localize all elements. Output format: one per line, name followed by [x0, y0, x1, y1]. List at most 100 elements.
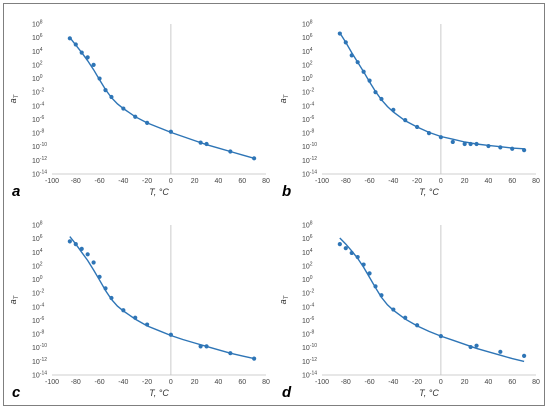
data-point — [198, 140, 203, 145]
y-tick-label: 108 — [32, 20, 43, 29]
data-point — [438, 334, 443, 339]
y-tick-label: 10-12 — [32, 357, 47, 366]
y-tick-label: 10-8 — [302, 129, 314, 138]
panel-d: -100 -80 -60 -40 -20 0 20 40 60 80 10-14 10-12 10-10… — [274, 205, 544, 405]
x-tick-label: -20 — [412, 178, 422, 185]
x-tick-label: -100 — [45, 178, 59, 185]
y-tick-label: 100 — [32, 74, 43, 83]
y-tick-label: 10-6 — [302, 316, 314, 325]
data-point — [168, 129, 173, 134]
data-point — [498, 349, 503, 354]
x-tick-label: -80 — [341, 178, 351, 185]
x-tick-label: -80 — [341, 379, 351, 386]
data-point — [85, 252, 90, 257]
x-tick-label: 20 — [461, 379, 469, 386]
x-tick-label: 0 — [169, 178, 173, 185]
y-tick-label: 10-12 — [302, 357, 317, 366]
x-tick-label: 20 — [191, 379, 199, 386]
data-point — [252, 156, 257, 161]
x-tick-label: -40 — [118, 379, 128, 386]
x-tick-label: 60 — [508, 379, 516, 386]
y-axis-title: aT — [8, 294, 20, 304]
y-tick-label: 10-10 — [32, 343, 47, 352]
data-point — [343, 246, 348, 251]
data-point — [349, 53, 354, 58]
chart-b: -100 -80 -60 -40 -20 0 20 40 60 80 10-14 10-12 10-10… — [278, 20, 540, 201]
data-point — [121, 308, 126, 313]
y-axis-title: aT — [8, 93, 20, 103]
y-tick-label: 108 — [302, 20, 313, 29]
y-tick-label: 10-8 — [32, 129, 44, 138]
y-tick-label: 100 — [302, 74, 313, 83]
data-point — [145, 322, 150, 327]
x-tick-label: 80 — [262, 379, 270, 386]
panel-c: -100 -80 -60 -40 -20 0 20 40 60 80 10-14 10-12 10-10… — [4, 205, 274, 405]
y-tick-label: 10-6 — [32, 115, 44, 124]
x-axis-title: T, °C — [149, 388, 169, 398]
data-point — [103, 286, 108, 291]
y-tick-label: 10-10 — [302, 142, 317, 151]
y-tick-label: 104 — [302, 47, 313, 56]
y-tick-label: 10-2 — [302, 289, 314, 298]
data-point — [198, 344, 203, 349]
x-tick-label: 80 — [532, 178, 540, 185]
data-point — [361, 69, 366, 74]
data-point — [355, 60, 360, 65]
data-point — [204, 344, 209, 349]
data-point — [367, 271, 372, 276]
x-tick-label: 40 — [485, 178, 493, 185]
data-point — [67, 36, 72, 41]
data-point — [145, 120, 150, 125]
y-tick-label: 106 — [32, 33, 43, 42]
figure-frame: -100 -80 -60 -40 -20 0 20 40 60 80 10-14 10-12 10-10… — [3, 3, 545, 406]
y-tick-label: 10-10 — [302, 343, 317, 352]
fit-curve — [339, 32, 525, 150]
x-tick-label: -80 — [71, 379, 81, 386]
chart-a: -100 -80 -60 -40 -20 0 20 40 60 80 10-14 10-12 10-10… — [8, 20, 270, 201]
y-tick-label: 10-6 — [32, 316, 44, 325]
x-axis-title: T, °C — [419, 187, 439, 197]
data-point — [373, 90, 378, 95]
data-point — [109, 94, 114, 100]
data-point — [228, 149, 233, 154]
data-point — [522, 148, 527, 153]
y-tick-label: 10-2 — [32, 88, 44, 97]
y-tick-label: 10-8 — [302, 330, 314, 339]
x-tick-label: -100 — [315, 379, 329, 386]
x-tick-label: 40 — [485, 379, 493, 386]
y-axis-title: aT — [278, 93, 290, 103]
y-tick-label: 10-2 — [32, 289, 44, 298]
data-point — [367, 78, 372, 83]
data-point — [85, 55, 90, 60]
y-tick-label: 104 — [32, 248, 43, 257]
x-tick-label: -20 — [412, 379, 422, 386]
data-point — [450, 139, 455, 145]
data-point — [379, 293, 384, 298]
y-tick-label: 102 — [302, 261, 313, 270]
data-point — [510, 146, 515, 151]
x-tick-label: -60 — [364, 379, 374, 386]
y-tick-label: 102 — [32, 60, 43, 69]
data-point — [73, 42, 78, 47]
x-tick-label: -60 — [364, 178, 374, 185]
y-tick-label: 100 — [32, 275, 43, 284]
x-tick-label: 0 — [439, 178, 443, 185]
y-tick-label: 10-4 — [32, 101, 44, 110]
y-tick-label: 102 — [302, 60, 313, 69]
x-tick-label: -60 — [94, 178, 104, 185]
data-point — [67, 239, 72, 244]
fit-curve — [69, 37, 255, 159]
data-point — [79, 246, 84, 251]
data-point — [79, 50, 84, 55]
x-tick-label: 60 — [508, 178, 516, 185]
y-tick-label: 10-14 — [302, 371, 317, 380]
data-point — [204, 141, 209, 147]
x-tick-label: -20 — [142, 379, 152, 386]
x-tick-label: 60 — [238, 178, 246, 185]
data-point — [415, 323, 420, 328]
x-tick-label: 20 — [461, 178, 469, 185]
chart-d: -100 -80 -60 -40 -20 0 20 40 60 80 10-14 10-12 10-10… — [278, 221, 540, 402]
data-point — [168, 332, 173, 337]
x-tick-label: -40 — [388, 379, 398, 386]
x-tick-label: 80 — [262, 178, 270, 185]
